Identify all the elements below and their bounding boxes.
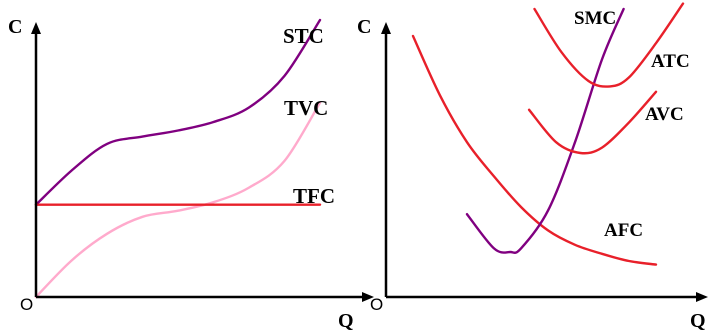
y-axis-label: C	[8, 16, 22, 38]
series-label-afc: AFC	[604, 220, 643, 241]
series-line-tvc	[34, 101, 322, 299]
total-cost-chart: C Q O STC TVC TFC	[8, 16, 374, 332]
y-axis-label: C	[357, 16, 371, 38]
series-line-afc	[411, 34, 658, 266]
series-label-smc: SMC	[574, 8, 616, 29]
x-axis-label: Q	[338, 310, 354, 332]
series-label-atc: ATC	[651, 51, 690, 72]
series-line-stc	[34, 18, 322, 206]
unit-cost-series	[411, 2, 685, 266]
series-label-tfc: TFC	[293, 184, 335, 208]
y-axis-arrow	[31, 22, 41, 34]
series-label-avc: AVC	[645, 104, 684, 125]
series-label-tvc: TVC	[284, 96, 328, 120]
origin-label: O	[370, 295, 383, 314]
x-axis-label: Q	[690, 310, 706, 332]
y-axis-arrow	[381, 22, 391, 34]
series-line-avc	[527, 90, 658, 155]
x-axis-arrow	[362, 292, 374, 302]
series-line-smc	[465, 7, 625, 254]
x-axis-arrow	[696, 292, 708, 302]
origin-label: O	[20, 295, 33, 314]
total-cost-series	[34, 18, 322, 299]
series-line-atc	[533, 2, 685, 88]
unit-cost-chart: C Q O SMC ATC AVC AFC	[357, 2, 708, 332]
series-label-stc: STC	[283, 24, 324, 48]
